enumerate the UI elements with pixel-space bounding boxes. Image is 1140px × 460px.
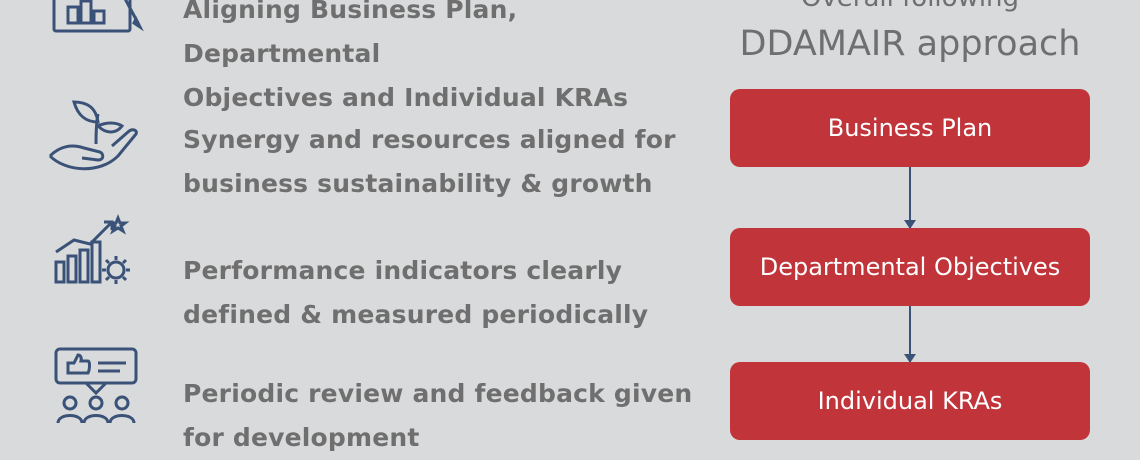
benefit-text-1: Aligning Business Plan, Departmental Obj… bbox=[183, 0, 629, 112]
departmental-objectives-box: Departmental Objectives bbox=[730, 228, 1090, 306]
business-plan-box: Business Plan bbox=[730, 89, 1090, 167]
approach-heading-line1: Overall following bbox=[730, 0, 1090, 13]
flow-arrow-1-head bbox=[904, 220, 916, 229]
plant-in-hand-icon bbox=[46, 94, 146, 174]
approach-heading-line2: DDAMAIR approach bbox=[739, 24, 1081, 64]
flow-arrow-2-head bbox=[904, 354, 916, 363]
benefit-text-3: Performance indicators clearly defined &… bbox=[183, 256, 649, 329]
performance-chart-gear-icon bbox=[46, 212, 146, 292]
benefit-text-2: Synergy and resources aligned for busine… bbox=[183, 125, 676, 198]
business-plan-document-icon bbox=[46, 0, 146, 43]
individual-kras-box: Individual KRAs bbox=[730, 362, 1090, 440]
benefit-text-4: Periodic review and feedback given for d… bbox=[183, 379, 693, 452]
flow-arrow-1 bbox=[904, 167, 916, 229]
feedback-team-icon bbox=[46, 345, 146, 425]
flow-arrow-2 bbox=[904, 306, 916, 363]
